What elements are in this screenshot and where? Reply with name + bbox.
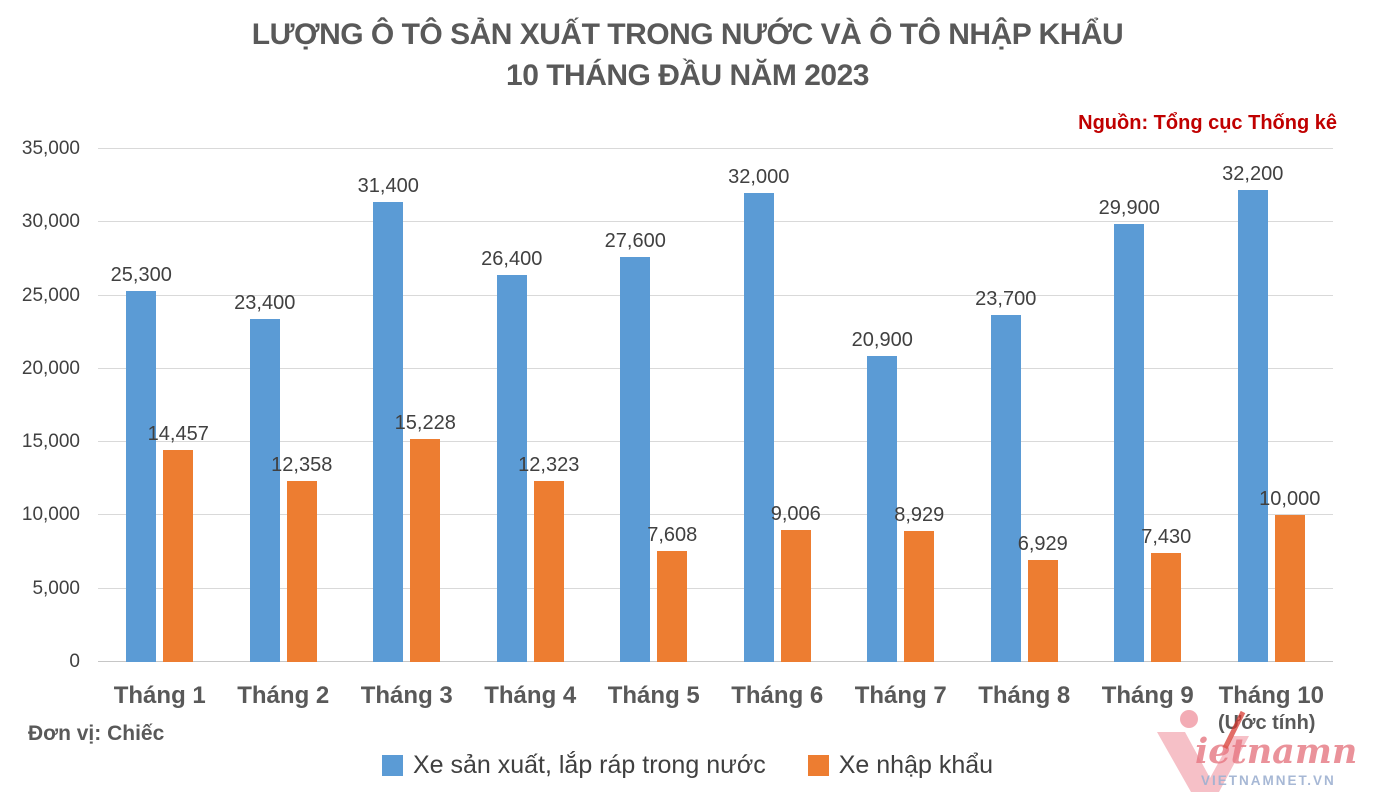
y-tick-label: 25,000: [21, 284, 80, 306]
legend-label-imported: Xe nhập khẩu: [838, 751, 994, 779]
bar-value-label: 20,900: [851, 328, 913, 351]
bar-value-label: 32,000: [728, 165, 790, 188]
bar-group-9: 29,900 7,430: [1086, 149, 1210, 662]
bar-value-label: 15,228: [394, 411, 456, 434]
bar-group-6: 32,000 9,006: [716, 149, 840, 662]
bar: 31,400: [358, 175, 419, 662]
bar-value-label: 23,700: [975, 287, 1037, 310]
bar: 12,358: [271, 454, 332, 662]
bar-value-label: 25,300: [110, 264, 172, 287]
gridline: [98, 587, 1333, 589]
bar: 20,900: [852, 329, 913, 662]
x-tick-label-7: Tháng 7: [854, 682, 947, 709]
chart-title-line1: LƯỢNG Ô TÔ SẢN XUẤT TRONG NƯỚC VÀ Ô TÔ N…: [251, 18, 1124, 51]
x-tick-label-6: Tháng 6: [731, 682, 824, 709]
bar-group-4: 26,400 12,323: [469, 149, 593, 662]
y-axis: 0 5,000 10,000 15,000 20,000 25,000 30,000 35,0…: [0, 138, 88, 672]
bar: 8,929: [894, 504, 944, 662]
gridline: [98, 367, 1333, 369]
bar: 27,600: [605, 230, 666, 662]
y-tick-label: 15,000: [21, 431, 80, 453]
bar: 32,000: [728, 166, 789, 662]
x-tick-label-1: Tháng 1: [113, 682, 206, 709]
bar: 32,200: [1222, 163, 1283, 662]
y-tick-label: 30,000: [21, 211, 80, 233]
bar: 9,006: [771, 503, 821, 662]
x-tick-label-4: Tháng 4: [484, 682, 577, 709]
bar-value-label: 23,400: [234, 292, 296, 315]
x-tick-label-5: Tháng 5: [607, 682, 700, 709]
bar: 23,700: [975, 288, 1036, 662]
bar-value-label: 32,200: [1222, 163, 1284, 186]
bar-value-label: 10,000: [1259, 488, 1321, 511]
bar: 6,929: [1018, 533, 1068, 662]
bar-groups: 25,300 14,457 23,400 12,358 31,400 15,228 26,4…: [98, 149, 1333, 662]
bar-value-label: 7,430: [1141, 526, 1192, 549]
legend-item-domestic: Xe sản xuất, lắp ráp trong nước: [381, 751, 766, 780]
bar-value-label: 12,323: [518, 454, 580, 477]
chart-title-line2: 10 THÁNG ĐẦU NĂM 2023: [506, 59, 869, 93]
bar-group-8: 23,700 6,929: [963, 149, 1087, 662]
x-tick-label-2: Tháng 2: [237, 682, 330, 709]
logo-url-text: VIETNAMNET.VN: [1201, 773, 1336, 788]
y-tick-label: 0: [69, 651, 80, 672]
bar-group-7: 20,900 8,929: [839, 149, 963, 662]
bar: 26,400: [481, 248, 542, 662]
logo-brand-text: ietnamnet: [1195, 731, 1357, 772]
bar-group-10: 32,200 10,000: [1210, 149, 1334, 662]
x-tick-label-8: Tháng 8: [978, 682, 1071, 709]
bar-value-label: 14,457: [147, 423, 209, 446]
bar: 25,300: [111, 264, 172, 662]
bar-value-label: 7,608: [647, 523, 698, 546]
gridline: [98, 294, 1333, 296]
bar: 14,457: [148, 423, 209, 662]
logo-dot-icon: [1180, 710, 1198, 728]
bar-value-label: 31,400: [357, 174, 419, 197]
bar: 29,900: [1099, 197, 1160, 662]
bar-group-5: 27,600 7,608: [592, 149, 716, 662]
bar-value-label: 12,358: [271, 453, 333, 476]
logo-v-icon: [1157, 732, 1249, 792]
x-tick-label-9: Tháng 9: [1101, 682, 1194, 709]
bar-value-label: 8,929: [894, 504, 945, 527]
gridline: [98, 148, 1333, 149]
bar-value-label: 29,900: [1098, 196, 1160, 219]
plot-area: 25,300 14,457 23,400 12,358 31,400 15,228 26,4…: [98, 148, 1333, 662]
gridline: [98, 221, 1333, 223]
legend-label-domestic: Xe sản xuất, lắp ráp trong nước: [412, 751, 766, 779]
bar-value-label: 26,400: [481, 248, 543, 271]
bar: 7,608: [647, 524, 697, 662]
bar-value-label: 27,600: [604, 230, 666, 253]
bar-group-2: 23,400 12,358: [222, 149, 346, 662]
bar-value-label: 9,006: [770, 503, 821, 525]
bar: 15,228: [395, 412, 456, 662]
bar: 12,323: [518, 454, 579, 662]
y-tick-label: 5,000: [32, 577, 80, 599]
bar-group-1: 25,300 14,457: [98, 149, 222, 662]
chart-title: LƯỢNG Ô TÔ SẢN XUẤT TRONG NƯỚC VÀ Ô TÔ N…: [0, 14, 1375, 96]
y-tick-label: 10,000: [21, 504, 80, 526]
logo-slash-icon: [1222, 710, 1246, 750]
x-tick-label-3: Tháng 3: [360, 682, 453, 709]
bar: 7,430: [1141, 526, 1191, 662]
legend: Xe sản xuất, lắp ráp trong nước Xe nhập …: [0, 751, 1375, 780]
unit-note: Đơn vị: Chiếc: [28, 722, 165, 745]
source-note: Nguồn: Tổng cục Thống kê: [1078, 112, 1337, 134]
bar: 23,400: [234, 292, 295, 662]
gridline: [98, 441, 1333, 443]
bar-group-3: 31,400 15,228: [345, 149, 469, 662]
legend-item-imported: Xe nhập khẩu: [807, 751, 994, 780]
bar-value-label: 6,929: [1017, 533, 1068, 556]
y-tick-label: 20,000: [21, 357, 80, 379]
gridline: [98, 661, 1333, 662]
bar: 10,000: [1259, 488, 1320, 662]
gridline: [98, 514, 1333, 516]
vietnamnet-logo: ietnamnet VIETNAMNET.VN: [1157, 710, 1357, 792]
y-tick-label: 35,000: [21, 138, 80, 159]
legend-swatch-orange-icon: [807, 755, 829, 776]
x-axis: Tháng 1 Tháng 2 Tháng 3 Tháng 4 Tháng 5 Tháng…: [98, 682, 1333, 710]
legend-swatch-blue-icon: [381, 755, 403, 776]
x-tick-label-10: Tháng 10: [1218, 682, 1324, 709]
